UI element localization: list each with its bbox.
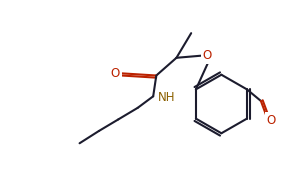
- Text: NH: NH: [158, 91, 175, 104]
- Text: O: O: [266, 114, 276, 127]
- Text: O: O: [111, 67, 120, 80]
- Text: O: O: [203, 49, 212, 62]
